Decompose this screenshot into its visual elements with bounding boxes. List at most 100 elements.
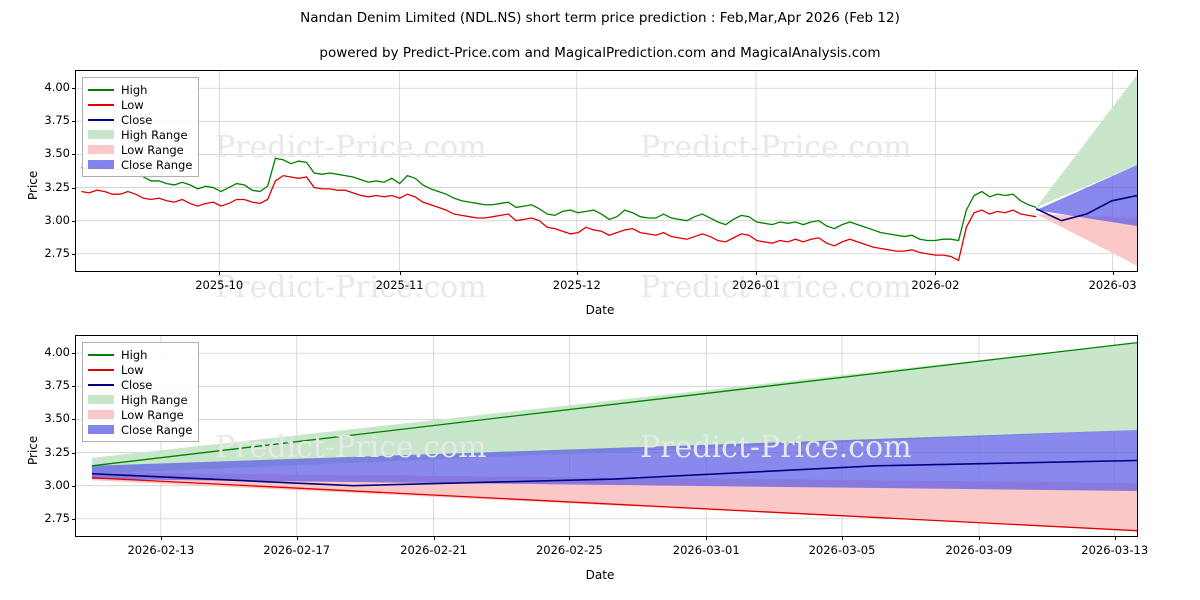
bottom-y-tick: 4.00 (44, 345, 70, 360)
legend-swatch (88, 410, 114, 419)
legend-label: Close (121, 377, 153, 392)
page-subtitle: powered by Predict-Price.com and Magical… (319, 45, 881, 61)
bottom-x-tick: 2026-03-09 (945, 543, 1013, 557)
top-x-tick-mark (756, 271, 758, 275)
bottom-x-tick-mark (706, 536, 708, 540)
bottom-y-tick-mark (72, 452, 76, 454)
legend-key-icon (88, 364, 114, 375)
legend-swatch (88, 160, 114, 169)
top-y-tick: 4.00 (44, 80, 70, 95)
top-y-tick-mark (72, 88, 76, 90)
top-x-tick-mark (219, 271, 221, 275)
legend-key-icon (88, 99, 114, 110)
legend-swatch (88, 89, 114, 91)
top-x-tick: 2025-12 (552, 278, 601, 292)
bottom-y-tick: 3.00 (44, 477, 70, 492)
legend-label: High Range (121, 392, 188, 407)
top-x-tick-mark (399, 271, 401, 275)
bottom-y-tick-mark (72, 485, 76, 487)
legend-key-icon (88, 129, 114, 140)
bottom-x-tick-mark (569, 536, 571, 540)
bottom-x-tick: 2026-03-13 (1081, 543, 1149, 557)
legend-swatch (88, 145, 114, 154)
bottom-x-tick: 2026-02-17 (263, 543, 331, 557)
bottom-legend-item-high: High (88, 347, 192, 362)
legend-label: High (121, 347, 148, 362)
legend-key-icon (88, 349, 114, 360)
legend-swatch (88, 369, 114, 371)
top-y-tick: 2.75 (44, 245, 70, 260)
legend-swatch (88, 354, 114, 356)
top-y-tick-mark (72, 220, 76, 222)
legend-key-icon (88, 144, 114, 155)
legend-key-icon (88, 409, 114, 420)
top-x-tick-mark (1112, 271, 1114, 275)
top-x-tick: 2026-01 (732, 278, 781, 292)
legend-key-icon (88, 159, 114, 170)
top-x-tick: 2025-10 (195, 278, 244, 292)
top-y-tick-mark (72, 253, 76, 255)
bottom-y-tick-mark (72, 353, 76, 355)
top-chart-legend: High Low Close High Range Low Range Close Ran… (82, 77, 200, 177)
legend-label: Close Range (121, 157, 193, 172)
bottom-x-tick-mark (842, 536, 844, 540)
bottom-x-tick: 2026-02-25 (535, 543, 603, 557)
bottom-y-tick-mark (72, 518, 76, 520)
bottom-x-axis-label: Date (585, 568, 615, 582)
legend-swatch (88, 130, 114, 139)
bottom-x-tick-mark (296, 536, 298, 540)
legend-label: Low Range (121, 407, 184, 422)
legend-label: Low (121, 97, 144, 112)
bottom-chart-plot (76, 336, 1137, 536)
top-chart-panel (75, 70, 1138, 272)
legend-swatch (88, 384, 114, 386)
bottom-y-tick-mark (72, 386, 76, 388)
bottom-legend-item-high-range: High Range (88, 392, 192, 407)
bottom-legend-item-close: Close (88, 377, 192, 392)
top-y-tick: 3.25 (44, 179, 70, 194)
legend-label: Close (121, 112, 153, 127)
bottom-x-tick-mark (1114, 536, 1116, 540)
bottom-legend-item-close-range: Close Range (88, 422, 192, 437)
bottom-legend-item-low: Low (88, 362, 192, 377)
bottom-x-tick-mark (978, 536, 980, 540)
top-x-tick-mark (576, 271, 578, 275)
bottom-chart-legend: High Low Close High Range Low Range Close Ran… (82, 342, 200, 442)
bottom-legend-item-low-range: Low Range (88, 407, 192, 422)
top-y-tick-mark (72, 187, 76, 189)
page-title: Nandan Denim Limited (NDL.NS) short term… (300, 10, 900, 26)
top-legend-item-high-range: High Range (88, 127, 192, 142)
top-x-axis-label: Date (585, 303, 615, 317)
legend-label: High Range (121, 127, 188, 142)
legend-label: Low (121, 362, 144, 377)
top-y-tick: 3.75 (44, 113, 70, 128)
legend-swatch (88, 425, 114, 434)
top-chart-plot (76, 71, 1137, 271)
legend-label: Low Range (121, 142, 184, 157)
bottom-y-tick: 3.50 (44, 411, 70, 426)
top-x-tick: 2026-02 (911, 278, 960, 292)
legend-key-icon (88, 84, 114, 95)
bottom-x-tick: 2026-02-13 (127, 543, 195, 557)
top-y-tick-mark (72, 154, 76, 156)
legend-key-icon (88, 394, 114, 405)
legend-swatch (88, 119, 114, 121)
legend-label: Close Range (121, 422, 193, 437)
top-legend-item-high: High (88, 82, 192, 97)
bottom-chart-panel (75, 335, 1138, 537)
legend-key-icon (88, 379, 114, 390)
bottom-x-tick-mark (160, 536, 162, 540)
bottom-y-tick-mark (72, 419, 76, 421)
top-legend-item-low-range: Low Range (88, 142, 192, 157)
top-legend-item-close-range: Close Range (88, 157, 192, 172)
top-x-tick-mark (935, 271, 937, 275)
bottom-x-tick: 2026-03-05 (808, 543, 876, 557)
top-legend-item-close: Close (88, 112, 192, 127)
legend-label: High (121, 82, 148, 97)
bottom-y-tick: 3.75 (44, 378, 70, 393)
bottom-y-tick: 2.75 (44, 510, 70, 525)
top-x-tick: 2025-11 (375, 278, 424, 292)
top-y-tick: 3.00 (44, 212, 70, 227)
legend-key-icon (88, 114, 114, 125)
